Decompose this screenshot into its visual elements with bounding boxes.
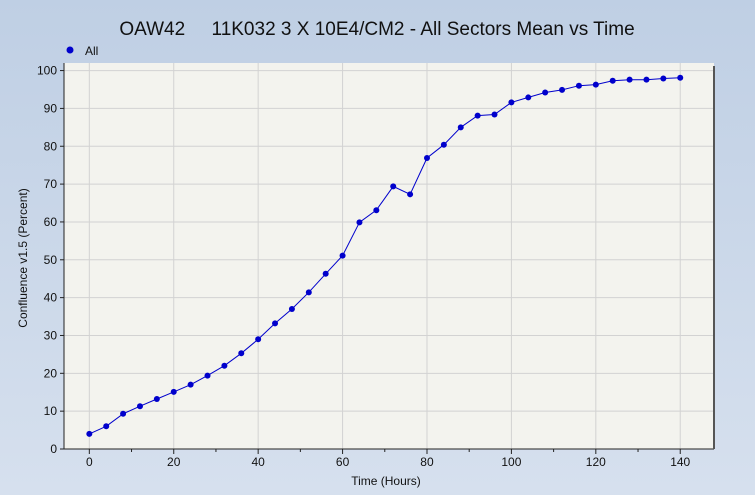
- data-point: [491, 111, 498, 118]
- data-point: [373, 207, 380, 214]
- data-point: [525, 94, 532, 101]
- y-tick-label: 70: [44, 177, 58, 191]
- y-tick-label: 10: [44, 404, 58, 418]
- legend: All: [66, 44, 98, 58]
- y-axis-ticks: 0 10 20 30 40 50 60 70 80 90 100: [37, 64, 64, 456]
- y-axis-label: Confluence v1.5 (Percent): [16, 188, 30, 327]
- data-point: [86, 430, 93, 437]
- grid: [64, 63, 714, 450]
- data-point: [238, 350, 245, 357]
- data-point: [339, 252, 346, 259]
- x-tick-label: 120: [586, 455, 606, 469]
- y-tick-label: 40: [44, 291, 58, 305]
- data-point: [136, 403, 143, 410]
- axes: [63, 63, 715, 450]
- data-point: [457, 124, 464, 131]
- data-point: [660, 75, 667, 82]
- x-tick-label: 0: [86, 455, 93, 469]
- x-tick-label: 20: [167, 455, 181, 469]
- data-point: [153, 396, 160, 403]
- y-tick-label: 60: [44, 215, 58, 229]
- y-tick-label: 20: [44, 366, 58, 380]
- y-tick-label: 80: [44, 139, 58, 153]
- y-tick-label: 0: [50, 442, 57, 456]
- data-point: [305, 289, 312, 296]
- data-point: [609, 77, 616, 84]
- chart-title: OAW42 11K032 3 X 10E4/CM2 - All Sectors …: [119, 19, 634, 40]
- data-point: [592, 81, 599, 88]
- legend-marker-all: [66, 46, 74, 54]
- data-point: [272, 320, 279, 327]
- x-axis-ticks: 0 20 40 60 80 100 120 140: [86, 449, 691, 469]
- data-point: [626, 76, 633, 83]
- data-point: [508, 99, 515, 106]
- data-point: [440, 141, 447, 148]
- data-point: [288, 305, 295, 312]
- data-point: [204, 372, 211, 379]
- data-point: [221, 362, 228, 369]
- plot-area: [64, 63, 714, 449]
- x-tick-label: 40: [251, 455, 265, 469]
- data-point: [255, 336, 262, 343]
- data-point: [390, 183, 397, 190]
- data-point: [407, 191, 414, 198]
- data-point: [542, 89, 549, 96]
- x-tick-label: 80: [420, 455, 434, 469]
- data-point: [559, 86, 566, 93]
- data-point: [575, 82, 582, 89]
- data-point: [677, 74, 684, 81]
- x-tick-label: 140: [670, 455, 690, 469]
- data-point: [120, 410, 127, 417]
- data-point: [322, 270, 329, 277]
- data-point: [170, 388, 177, 395]
- y-tick-label: 30: [44, 328, 58, 342]
- y-tick-label: 50: [44, 253, 58, 267]
- legend-label-all: All: [85, 44, 98, 58]
- data-point: [423, 154, 430, 161]
- series-points-all: [86, 74, 684, 437]
- data-point: [643, 76, 650, 83]
- data-point: [356, 219, 363, 226]
- x-tick-label: 100: [501, 455, 521, 469]
- data-point: [187, 381, 194, 388]
- x-axis-label: Time (Hours): [351, 474, 421, 488]
- data-point: [474, 112, 481, 119]
- x-tick-label: 60: [336, 455, 350, 469]
- data-point: [103, 423, 110, 430]
- y-tick-label: 90: [44, 101, 58, 115]
- y-tick-label: 100: [37, 64, 57, 78]
